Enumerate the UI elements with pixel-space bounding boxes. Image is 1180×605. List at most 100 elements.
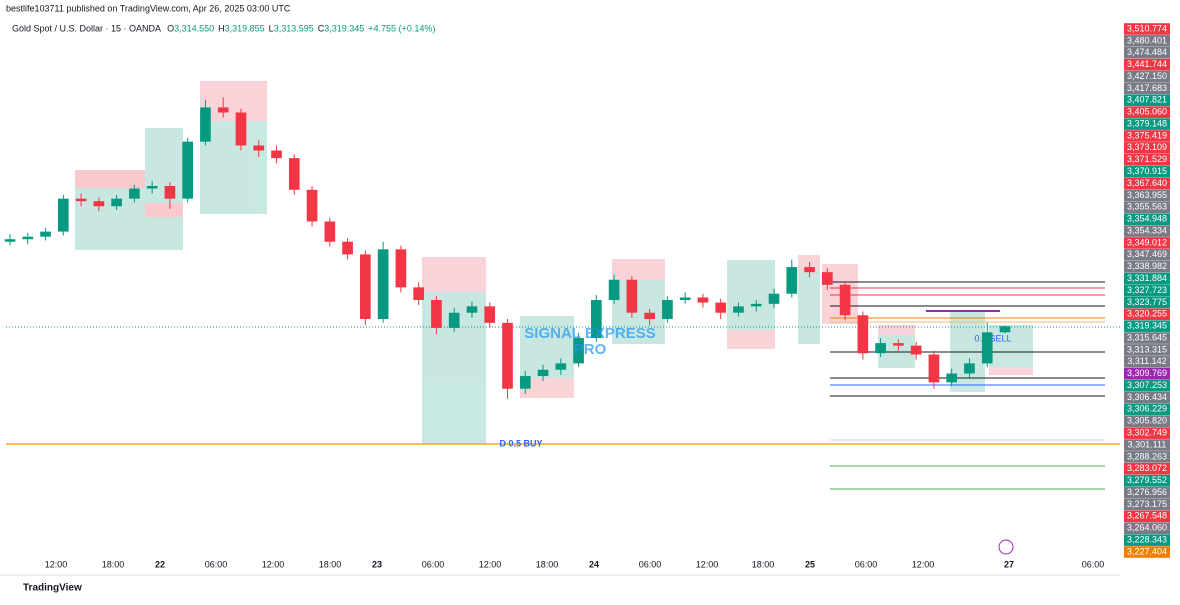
price-tag-bg bbox=[1124, 367, 1170, 380]
price-tag-bg bbox=[1124, 70, 1170, 83]
candle-body bbox=[413, 287, 424, 301]
price-tag: 3,276.956 bbox=[1127, 487, 1167, 497]
candle-body bbox=[448, 312, 460, 328]
price-tag: 3,273.175 bbox=[1127, 499, 1167, 509]
time-label: 06:00 bbox=[1082, 559, 1105, 569]
time-label: 18:00 bbox=[102, 559, 125, 569]
candle-body bbox=[288, 158, 300, 190]
candle-body bbox=[821, 272, 833, 285]
candle-body bbox=[733, 306, 744, 313]
price-tag: 3,301.111 bbox=[1128, 439, 1167, 449]
time-label: 27 bbox=[1004, 559, 1014, 569]
candle-body bbox=[697, 297, 709, 303]
time-label: 18:00 bbox=[319, 559, 342, 569]
time-label: 06:00 bbox=[205, 559, 228, 569]
price-tag: 3,441.744 bbox=[1127, 59, 1167, 69]
price-tag: 3,379.148 bbox=[1127, 118, 1167, 128]
price-tag: 3,288.263 bbox=[1127, 451, 1167, 461]
candle-body bbox=[999, 326, 1011, 333]
price-tag-bg bbox=[1124, 391, 1170, 404]
candle-body bbox=[431, 300, 442, 328]
price-tag-bg bbox=[1124, 213, 1170, 225]
candles bbox=[4, 97, 1011, 399]
price-tag: 3,227.404 bbox=[1127, 546, 1167, 556]
candle-body bbox=[804, 267, 815, 273]
price-tag-bg bbox=[1124, 260, 1170, 273]
candle-body bbox=[324, 221, 336, 242]
price-tag: 3,338.982 bbox=[1127, 261, 1167, 271]
candle-body bbox=[928, 354, 940, 383]
time-label: 12:00 bbox=[696, 559, 719, 569]
time-label: 06:00 bbox=[422, 559, 445, 569]
time-label: 22 bbox=[155, 559, 165, 569]
candle-body bbox=[360, 254, 371, 320]
price-tag-bg bbox=[1124, 94, 1170, 107]
candle-body bbox=[981, 332, 993, 364]
price-tag-bg bbox=[1124, 201, 1170, 214]
price-tag-bg bbox=[1124, 237, 1170, 249]
candle-body bbox=[839, 284, 851, 316]
candle-body bbox=[662, 300, 673, 320]
price-tag: 3,313.315 bbox=[1127, 344, 1167, 354]
price-tag-bg bbox=[1124, 332, 1170, 344]
price-tag-bg bbox=[1124, 379, 1170, 392]
price-tag-bg bbox=[1124, 23, 1170, 35]
price-tag-bg bbox=[1124, 58, 1170, 71]
time-label: 12:00 bbox=[479, 559, 502, 569]
price-tag: 3,405.060 bbox=[1127, 107, 1167, 117]
candle-body bbox=[93, 201, 105, 207]
candle-body bbox=[786, 267, 798, 294]
price-tag: 3,323.775 bbox=[1127, 297, 1167, 307]
candle-body bbox=[217, 107, 229, 113]
price-tag: 3,309.769 bbox=[1127, 368, 1167, 378]
quote-value: 3,314.550 bbox=[174, 23, 214, 33]
candle-body bbox=[964, 363, 975, 374]
candle-body bbox=[253, 145, 265, 151]
price-tag-bg bbox=[1124, 522, 1170, 535]
quote-key: L bbox=[269, 23, 274, 33]
candle-body bbox=[235, 112, 247, 146]
candle-body bbox=[484, 306, 496, 323]
candle-body bbox=[591, 300, 602, 339]
price-tag: 3,371.529 bbox=[1127, 154, 1167, 164]
price-tag: 3,367.640 bbox=[1127, 178, 1167, 188]
time-label: 12:00 bbox=[912, 559, 935, 569]
event-icon[interactable] bbox=[998, 539, 1014, 555]
candle-body bbox=[342, 241, 353, 255]
price-tag-bg bbox=[1124, 35, 1170, 47]
candle-body bbox=[502, 322, 513, 389]
price-tag-bg bbox=[1124, 498, 1170, 511]
price-tag: 3,279.552 bbox=[1127, 475, 1167, 485]
candle-body bbox=[271, 150, 282, 159]
sell-annotation: 0.5 SELL bbox=[974, 333, 1011, 343]
price-tag-bg bbox=[1124, 320, 1170, 332]
brand: TradingView bbox=[23, 583, 82, 594]
price-tag: 3,354.334 bbox=[1127, 225, 1167, 235]
time-label: 24 bbox=[589, 559, 599, 569]
price-tag-bg bbox=[1124, 284, 1170, 297]
buy-annotation: D 0.5 BUY bbox=[499, 438, 542, 448]
price-tag: 3,407.821 bbox=[1127, 95, 1167, 105]
candle-body bbox=[875, 343, 886, 354]
price-tag: 3,354.948 bbox=[1127, 214, 1167, 224]
price-tag: 3,264.060 bbox=[1127, 523, 1167, 533]
price-tag: 3,283.072 bbox=[1127, 463, 1167, 473]
quote-key: C bbox=[318, 23, 325, 33]
price-tag-bg bbox=[1124, 177, 1170, 190]
level-lines bbox=[6, 281, 1120, 490]
position-boxes bbox=[75, 81, 1033, 444]
price-tag: 3,319.345 bbox=[1127, 321, 1167, 331]
candle-body bbox=[111, 198, 122, 207]
price-tag: 3,375.419 bbox=[1127, 130, 1167, 140]
price-tag: 3,510.774 bbox=[1127, 23, 1167, 33]
candle-body bbox=[164, 185, 176, 199]
price-tag-bg bbox=[1124, 451, 1170, 463]
price-tag-bg bbox=[1124, 118, 1170, 130]
candle-body bbox=[857, 315, 869, 354]
price-tag: 3,306.229 bbox=[1127, 404, 1167, 414]
price-tag-bg bbox=[1124, 510, 1170, 523]
price-tag-bg bbox=[1124, 225, 1170, 237]
candle-body bbox=[306, 189, 318, 222]
